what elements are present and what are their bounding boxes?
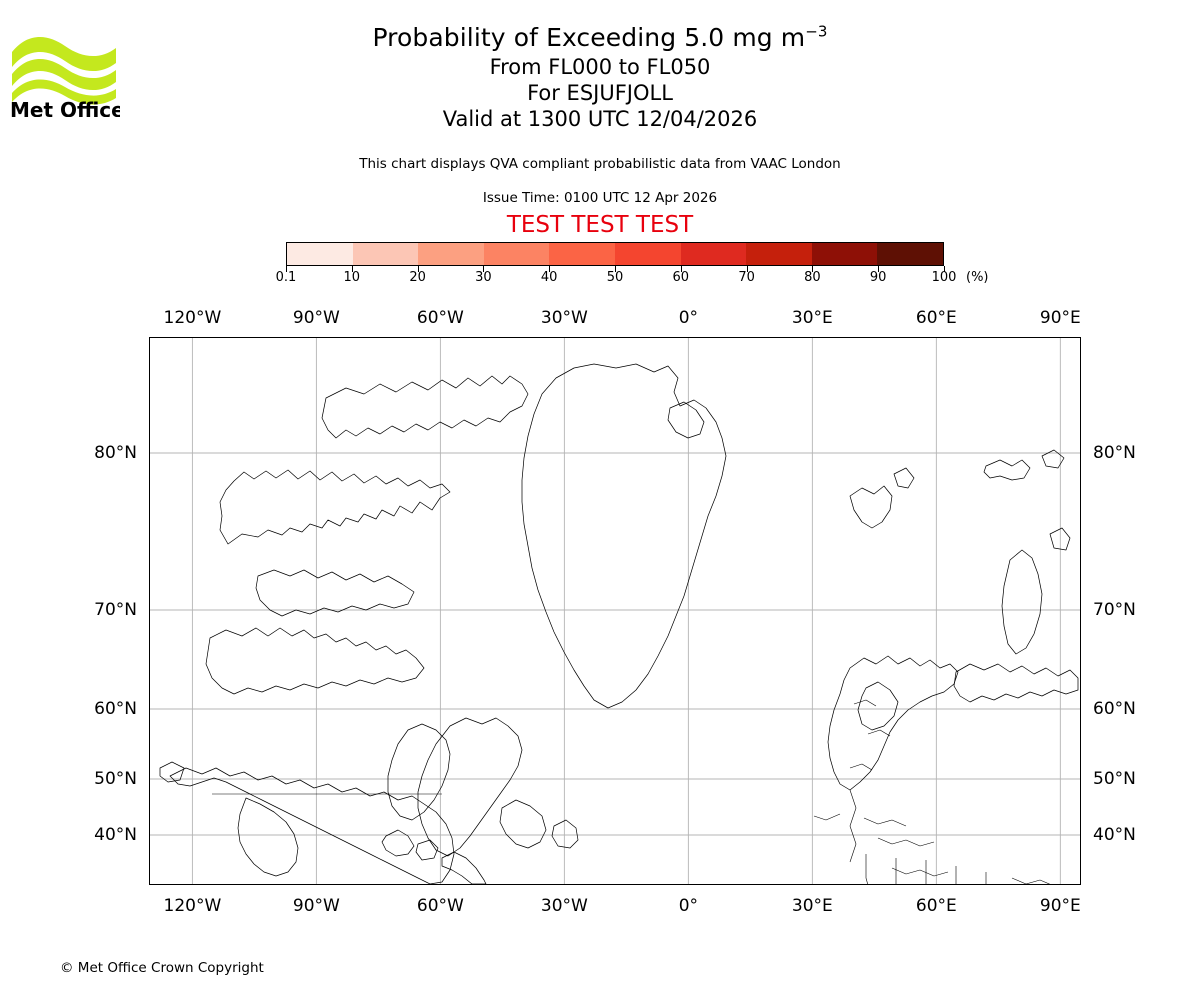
colorbar-tick-60 xyxy=(680,266,682,272)
map-political-borders xyxy=(212,699,1051,884)
latitude-axis-left: 80°N 70°N 60°N 50°N 40°N xyxy=(0,337,149,885)
lon-tick-label-0°: 0° xyxy=(678,308,699,328)
met-office-logo: Met Office xyxy=(10,22,120,117)
lon-tick-label-30°E: 30°E xyxy=(791,308,833,328)
colorbar-tick-label-100: 100 xyxy=(931,270,957,285)
lon-tick-label-90°E: 90°E xyxy=(1039,896,1081,916)
valid-time-line: Valid at 1300 UTC 12/04/2026 xyxy=(442,107,758,131)
page-title-text: Probability of Exceeding 5.0 mg m xyxy=(372,23,806,52)
colorbar-tick-100 xyxy=(944,266,945,272)
colorbar-segment-9 xyxy=(811,243,878,265)
lon-tick-label-30°W: 30°W xyxy=(540,308,588,328)
lat-tick-label-right-60°N: 60°N xyxy=(1093,699,1136,719)
lat-tick-label-right-80°N: 80°N xyxy=(1093,443,1136,463)
lon-tick-label-60°E: 60°E xyxy=(915,896,957,916)
colorbar-tick-label-50: 50 xyxy=(606,270,624,285)
lat-tick-label-left-80°N: 80°N xyxy=(94,443,137,463)
lat-tick-label-left-40°N: 40°N xyxy=(94,825,137,845)
colorbar-tick-30 xyxy=(483,266,485,272)
map-svg xyxy=(150,338,1080,884)
colorbar-segment-1 xyxy=(287,243,353,265)
lon-tick-label-90°W: 90°W xyxy=(292,896,340,916)
lon-tick-label-30°W: 30°W xyxy=(540,896,588,916)
colorbar-segment-6 xyxy=(614,243,681,265)
colorbar-segment-10 xyxy=(877,243,943,265)
latitude-axis-right: 80°N 70°N 60°N 50°N 40°N xyxy=(1081,337,1200,885)
lon-tick-label-60°W: 60°W xyxy=(416,308,464,328)
colorbar-tick-label-90: 90 xyxy=(869,270,887,285)
colorbar-unit-label: (%) xyxy=(966,270,989,285)
lat-tick-label-right-40°N: 40°N xyxy=(1093,825,1136,845)
colorbar-tick-labels: 0.1 10 20 30 40 50 60 70 80 90 100 xyxy=(186,270,1044,288)
lon-tick-label-90°E: 90°E xyxy=(1039,308,1081,328)
colorbar-tick-70 xyxy=(746,266,748,272)
page-title: Probability of Exceeding 5.0 mg m−3 xyxy=(0,22,1200,54)
chart-note: This chart displays QVA compliant probab… xyxy=(359,156,841,172)
colorbar-tick-10 xyxy=(351,266,353,272)
colorbar-tick-label-10: 10 xyxy=(343,270,361,285)
colorbar-tick-label-40: 40 xyxy=(540,270,558,285)
colorbar-segment-3 xyxy=(418,243,484,265)
lat-tick-label-right-50°N: 50°N xyxy=(1093,769,1136,789)
volcano-line: For ESJUFJOLL xyxy=(527,81,673,105)
map-plot-area[interactable] xyxy=(149,337,1081,885)
colorbar-tick-label-20: 20 xyxy=(409,270,426,285)
colorbar-tick-50 xyxy=(615,266,616,272)
lon-tick-label-0°: 0° xyxy=(678,896,699,916)
colorbar-tick-20 xyxy=(417,266,419,272)
logo-wordmark: Met Office xyxy=(10,98,120,117)
map-geography xyxy=(159,363,1079,884)
longitude-axis-bottom: 120°W 90°W 60°W 30°W 0° 30°E 60°E 90°E xyxy=(0,896,1200,918)
colorbar-ticks xyxy=(286,266,945,274)
longitude-axis-top: 120°W 90°W 60°W 30°W 0° 30°E 60°E 90°E xyxy=(0,308,1200,330)
flight-levels-line: From FL000 to FL050 xyxy=(489,55,711,79)
colorbar-segment-8 xyxy=(746,243,812,265)
lat-tick-label-right-70°N: 70°N xyxy=(1093,600,1136,620)
map-gridlines xyxy=(150,338,1080,884)
colorbar-segment-7 xyxy=(680,243,747,265)
page-title-exponent: −3 xyxy=(805,22,828,41)
colorbar-tick-40 xyxy=(549,266,551,272)
colorbar-tick-label-60: 60 xyxy=(672,270,690,285)
colorbar-segment-5 xyxy=(549,243,615,265)
colorbar-tick-80 xyxy=(812,266,814,272)
colorbar-tick-0.1 xyxy=(286,266,287,272)
colorbar-tick-label-70: 70 xyxy=(738,270,755,285)
lon-tick-label-30°E: 30°E xyxy=(791,896,833,916)
colorbar-tick-label-80: 80 xyxy=(804,270,821,285)
test-banner: TEST TEST TEST xyxy=(506,212,694,238)
lat-tick-label-left-60°N: 60°N xyxy=(94,699,137,719)
colorbar-gradient xyxy=(286,242,944,266)
copyright-notice: © Met Office Crown Copyright xyxy=(60,960,264,976)
logo-waves xyxy=(12,36,116,105)
lon-tick-label-90°W: 90°W xyxy=(292,308,340,328)
colorbar-tick-label-0.1: 0.1 xyxy=(275,270,297,285)
lon-tick-label-60°E: 60°E xyxy=(915,308,957,328)
lon-tick-label-120°W: 120°W xyxy=(163,896,222,916)
lat-tick-label-left-50°N: 50°N xyxy=(94,769,137,789)
title-block: Probability of Exceeding 5.0 mg m−3 From… xyxy=(0,22,1200,132)
colorbar-tick-90 xyxy=(878,266,880,272)
issue-time: Issue Time: 0100 UTC 12 Apr 2026 xyxy=(482,190,718,206)
colorbar-tick-label-30: 30 xyxy=(475,270,492,285)
lat-tick-label-left-70°N: 70°N xyxy=(94,600,137,620)
lon-tick-label-120°W: 120°W xyxy=(163,308,222,328)
colorbar-segment-2 xyxy=(352,243,419,265)
lon-tick-label-60°W: 60°W xyxy=(416,896,464,916)
colorbar-segment-4 xyxy=(483,243,550,265)
probability-colorbar xyxy=(286,242,944,266)
